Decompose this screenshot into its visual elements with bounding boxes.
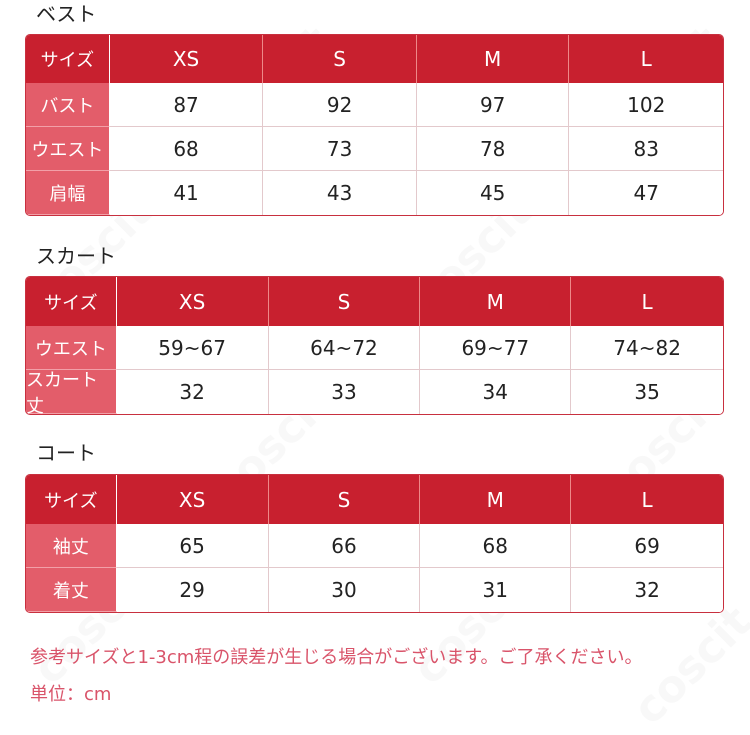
section-title-coat: コート	[36, 441, 96, 465]
table-cell: 34	[420, 370, 572, 414]
header-row: サイズ XS S M L	[26, 277, 723, 326]
table-cell: 59~67	[116, 326, 269, 370]
size-column-header: L	[569, 35, 723, 83]
table-cell: 69	[571, 524, 723, 568]
measurement-label: バスト	[26, 83, 110, 127]
table-cell: 87	[109, 83, 264, 127]
size-note: 参考サイズと1-3cm程の誤差が生じる場合がございます。ご了承ください。	[30, 647, 643, 668]
measurement-label: 肩幅	[26, 171, 110, 215]
size-column-header: S	[268, 277, 421, 326]
table-cell: 74~82	[571, 326, 723, 370]
table-row: バスト 87 92 97 102	[26, 83, 723, 127]
table-cell: 35	[571, 370, 723, 414]
section-title-vest: ベスト	[36, 2, 97, 26]
coat-size-table: サイズ XS S M L 袖丈 65 66 68 69 着丈 29 30 31 32	[25, 474, 724, 613]
header-row: サイズ XS S M L	[26, 475, 723, 524]
size-column-header: XS	[109, 35, 264, 83]
measurement-label: ウエスト	[26, 127, 110, 171]
size-column-header: XS	[116, 475, 269, 524]
table-cell: 78	[416, 127, 570, 171]
size-column-header: L	[571, 475, 723, 524]
table-cell: 33	[268, 370, 421, 414]
table-row: スカート丈 32 33 34 35	[26, 370, 723, 414]
skirt-size-table: サイズ XS S M L ウエスト 59~67 64~72 69~77 74~82 スカート丈 32 3…	[25, 276, 724, 415]
size-column-header: XS	[116, 277, 269, 326]
table-cell: 65	[116, 524, 269, 568]
measurement-label: 着丈	[26, 568, 117, 612]
table-cell: 69~77	[420, 326, 572, 370]
size-column-header: S	[268, 475, 421, 524]
table-row: ウエスト 68 73 78 83	[26, 127, 723, 171]
measurement-label: 袖丈	[26, 524, 117, 568]
table-row: 袖丈 65 66 68 69	[26, 524, 723, 568]
table-cell: 47	[569, 171, 723, 215]
table-row: 着丈 29 30 31 32	[26, 568, 723, 612]
table-row: ウエスト 59~67 64~72 69~77 74~82	[26, 326, 723, 370]
unit-note: 単位：cm	[30, 684, 112, 705]
table-cell: 83	[569, 127, 723, 171]
measurement-label: スカート丈	[26, 370, 117, 414]
table-cell: 92	[263, 83, 417, 127]
table-cell: 66	[268, 524, 421, 568]
table-cell: 68	[109, 127, 264, 171]
table-cell: 73	[263, 127, 417, 171]
vest-size-table: サイズ XS S M L バスト 87 92 97 102 ウエスト 68 73 78 83 肩幅 41 43 45…	[25, 34, 724, 216]
table-cell: 29	[116, 568, 269, 612]
table-row: 肩幅 41 43 45 47	[26, 171, 723, 215]
table-cell: 64~72	[268, 326, 421, 370]
table-cell: 30	[268, 568, 421, 612]
table-cell: 41	[109, 171, 264, 215]
table-cell: 32	[571, 568, 723, 612]
table-cell: 97	[416, 83, 570, 127]
measurement-label: ウエスト	[26, 326, 117, 370]
section-title-skirt: スカート	[36, 244, 116, 268]
size-column-header: M	[420, 277, 572, 326]
size-column-header: M	[420, 475, 572, 524]
size-column-header: M	[416, 35, 570, 83]
size-column-header: L	[571, 277, 723, 326]
table-cell: 31	[420, 568, 572, 612]
size-column-header: S	[263, 35, 417, 83]
table-cell: 43	[263, 171, 417, 215]
size-label-header: サイズ	[26, 277, 117, 326]
header-row: サイズ XS S M L	[26, 35, 723, 83]
table-cell: 32	[116, 370, 269, 414]
size-label-header: サイズ	[26, 35, 110, 83]
table-cell: 45	[416, 171, 570, 215]
size-label-header: サイズ	[26, 475, 117, 524]
table-cell: 102	[569, 83, 723, 127]
table-cell: 68	[420, 524, 572, 568]
